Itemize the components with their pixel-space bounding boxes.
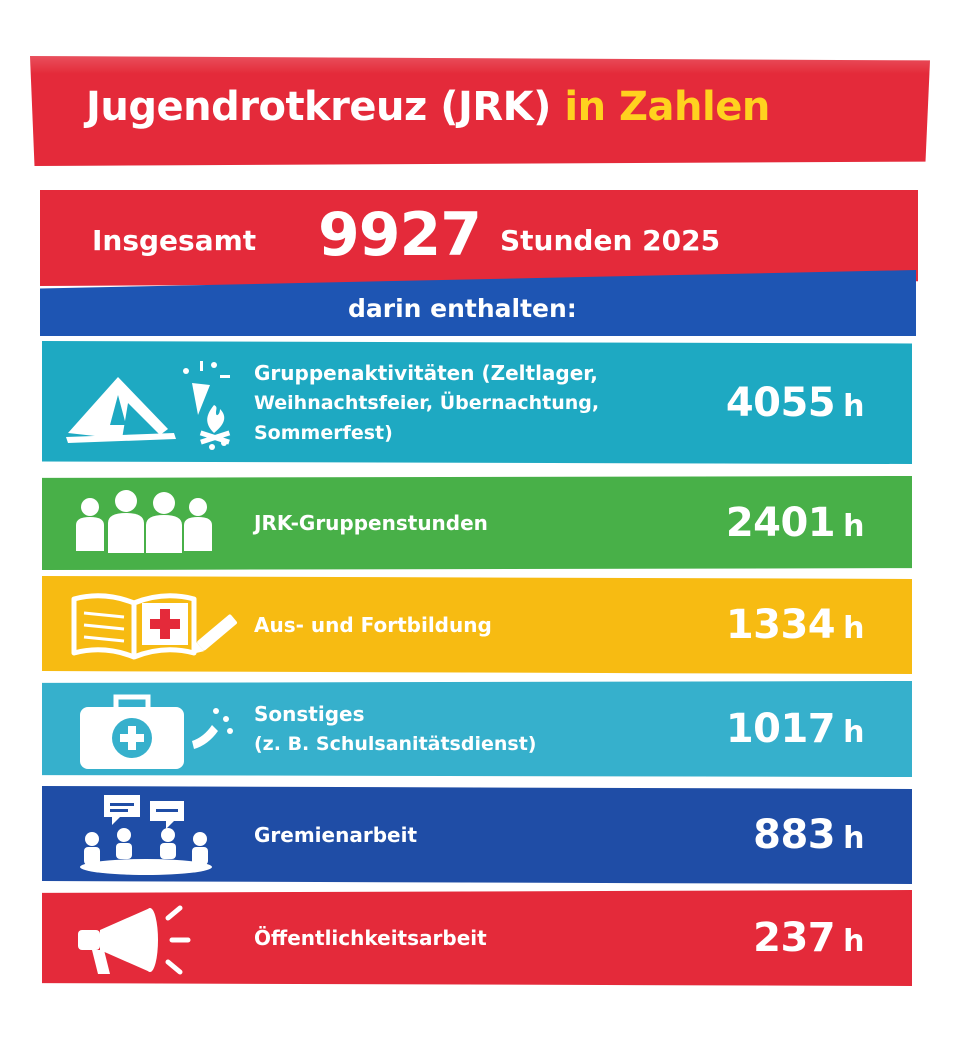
total-banner: Insgesamt 9927 Stunden 2025 — [40, 190, 918, 286]
category-value: 237 h — [753, 915, 864, 961]
megaphone-icon — [64, 890, 254, 986]
first-aid-kit-icon — [64, 681, 254, 777]
title-accent: in Zahlen — [564, 84, 770, 130]
category-value: 4055 h — [725, 379, 865, 426]
page-title: Jugendrotkreuz (JRK) in Zahlen — [86, 84, 770, 130]
category-value-unit: h — [843, 715, 864, 750]
category-value-number: 1017 — [725, 706, 836, 752]
banner-shine — [30, 56, 930, 74]
category-value-unit: h — [843, 388, 864, 424]
category-row-gruppenaktivitaeten: Gruppenaktivitäten (Zeltlager, Weihnacht… — [42, 341, 912, 464]
title-main: Jugendrotkreuz (JRK) — [86, 84, 551, 130]
category-label-line1: Sonstiges — [254, 702, 365, 726]
category-value: 2401 h — [725, 500, 865, 546]
category-value: 1334 h — [725, 602, 865, 648]
category-label: Sonstiges (z. B. Schulsanitätsdienst) — [254, 699, 734, 759]
category-label-line2: Weihnachtsfeier, Übernachtung, Sommerfes… — [254, 391, 600, 444]
category-value-unit: h — [843, 509, 864, 544]
category-label: Aus- und Fortbildung — [254, 610, 734, 640]
category-label: Gremienarbeit — [254, 820, 734, 850]
tent-party-campfire-icon — [64, 355, 254, 451]
total-label: Insgesamt — [92, 224, 257, 257]
category-value-number: 1334 — [725, 602, 836, 648]
category-row-sonstiges: Sonstiges (z. B. Schulsanitätsdienst) 10… — [42, 681, 912, 777]
category-row-fortbildung: Aus- und Fortbildung 1334 h — [42, 576, 912, 674]
category-value-unit: h — [843, 821, 864, 856]
category-row-gremienarbeit: Gremienarbeit 883 h — [42, 786, 912, 884]
title-banner: Jugendrotkreuz (JRK) in Zahlen — [30, 56, 930, 166]
category-label-line1: Gruppenaktivitäten (Zeltlager, — [254, 360, 598, 385]
subheader-text: darin enthalten: — [348, 294, 577, 323]
total-number: 9927 — [318, 200, 482, 270]
category-label-line1: JRK-Gruppenstunden — [254, 511, 488, 535]
category-label-line1: Öffentlichkeitsarbeit — [254, 926, 487, 950]
category-value-number: 4055 — [725, 379, 836, 426]
category-value: 883 h — [753, 812, 864, 858]
category-row-oeffentlichkeitsarbeit: Öffentlichkeitsarbeit 237 h — [42, 890, 912, 986]
meeting-table-speech-bubbles-icon — [64, 787, 254, 883]
category-label-line1: Gremienarbeit — [254, 823, 417, 847]
category-value-number: 883 — [753, 812, 836, 858]
category-row-gruppenstunden: JRK-Gruppenstunden 2401 h — [42, 476, 912, 570]
category-label: JRK-Gruppenstunden — [254, 508, 734, 538]
category-value-number: 2401 — [725, 500, 836, 546]
total-unit-year: Stunden 2025 — [500, 224, 721, 257]
category-value-unit: h — [843, 924, 864, 959]
book-red-cross-pencil-icon — [64, 577, 254, 673]
group-people-icon — [64, 476, 254, 570]
category-label: Gruppenaktivitäten (Zeltlager, Weihnacht… — [254, 358, 734, 448]
category-value-unit: h — [843, 611, 864, 646]
category-label-line1: Aus- und Fortbildung — [254, 613, 492, 637]
category-label-line2: (z. B. Schulsanitätsdienst) — [254, 733, 537, 755]
category-value-number: 237 — [753, 915, 836, 961]
category-label: Öffentlichkeitsarbeit — [254, 923, 734, 953]
category-value: 1017 h — [725, 706, 865, 752]
